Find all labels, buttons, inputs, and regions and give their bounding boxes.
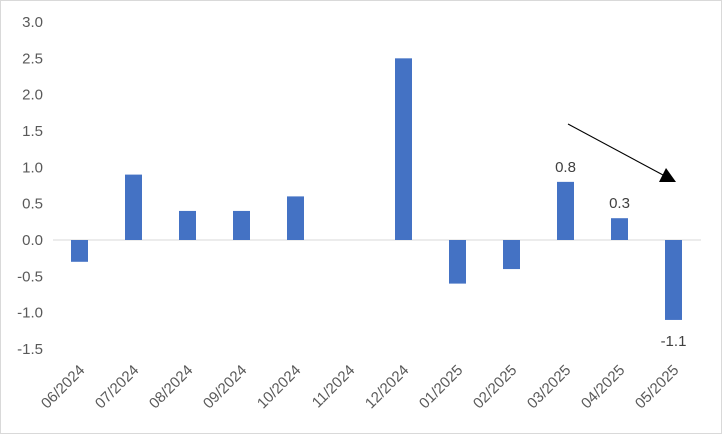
bar-10-2024	[287, 196, 304, 240]
bar-05-2025	[665, 240, 682, 320]
x-tick-label: 10/2024	[254, 362, 304, 412]
trend-arrow-head	[659, 168, 676, 182]
x-tick-label: 11/2024	[309, 362, 359, 412]
y-tick-label: 1.0	[22, 159, 43, 176]
bar-02-2025	[503, 240, 520, 270]
y-tick-label: 3.0	[22, 14, 43, 31]
y-tick-label: 2.0	[22, 87, 43, 104]
bar-03-2025	[557, 181, 574, 240]
y-tick-label: 0.5	[22, 196, 43, 213]
y-axis-ticks: 3.0 2.5 2.0 1.5 1.0 0.5 0.0 -0.5 -1.0 -1.5	[17, 14, 43, 358]
x-tick-label: 06/2024	[38, 362, 88, 412]
data-label: 0.8	[555, 159, 576, 176]
x-tick-label: 05/2025	[632, 362, 682, 412]
x-tick-label: 04/2025	[578, 362, 628, 412]
data-label: -1.1	[661, 333, 687, 350]
y-tick-label: -1.0	[17, 305, 43, 322]
trend-arrow	[567, 123, 676, 182]
y-tick-label: -0.5	[17, 268, 43, 285]
bar-06-2024	[71, 240, 88, 262]
data-label: 0.3	[609, 195, 630, 212]
bar-01-2025	[449, 240, 466, 284]
x-tick-label: 08/2024	[146, 362, 196, 412]
x-tick-label: 01/2025	[416, 362, 466, 412]
x-tick-label: 07/2024	[92, 362, 142, 412]
bar-12-2024	[395, 58, 412, 241]
x-tick-label: 03/2025	[524, 362, 574, 412]
x-axis-labels: 06/2024 07/2024 08/2024 09/2024 10/2024 11/20…	[38, 362, 682, 412]
x-tick-label: 12/2024	[362, 362, 412, 412]
bar-04-2025	[611, 218, 628, 240]
y-tick-label: 1.5	[22, 123, 43, 140]
y-tick-label: 2.5	[22, 50, 43, 67]
trend-arrow-line	[567, 123, 664, 176]
bar-08-2024	[179, 210, 196, 240]
y-tick-label: -1.5	[17, 341, 43, 358]
x-tick-label: 09/2024	[200, 362, 250, 412]
bar-07-2024	[125, 174, 142, 240]
x-tick-label: 02/2025	[470, 362, 520, 412]
bars	[71, 58, 682, 320]
data-labels: 0.8 0.3 -1.1	[555, 159, 686, 350]
bar-09-2024	[233, 210, 250, 240]
y-tick-label: 0.0	[22, 232, 43, 249]
